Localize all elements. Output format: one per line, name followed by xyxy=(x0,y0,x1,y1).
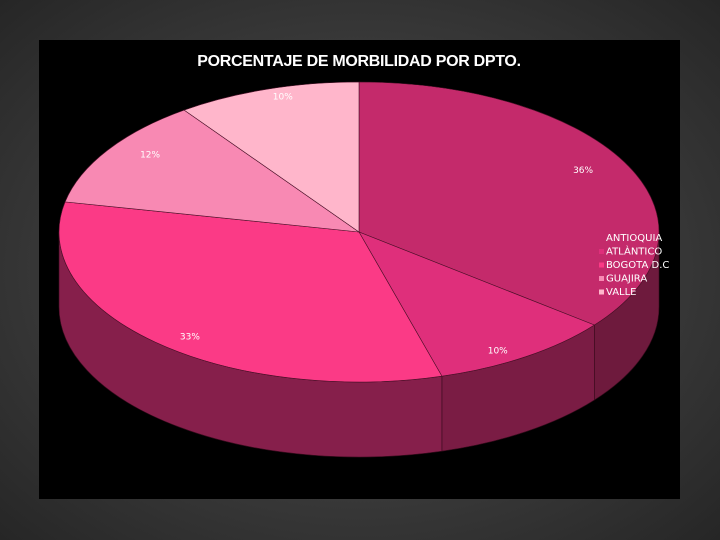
chart-title: PORCENTAJE DE MORBILIDAD POR DPTO. xyxy=(197,53,520,70)
legend-swatch-1 xyxy=(599,249,604,254)
data-label-2: 33% xyxy=(180,333,200,343)
pie-slice-1 xyxy=(358,231,596,377)
pie-slice-0 xyxy=(358,81,660,326)
data-label-4: 10% xyxy=(273,92,293,102)
pie-slice-3 xyxy=(64,109,361,233)
pie-slice-4 xyxy=(183,81,360,233)
data-label-1: 10% xyxy=(488,346,508,356)
data-label-0: 36% xyxy=(573,166,593,176)
legend-swatch-4 xyxy=(599,289,604,295)
chart-area: 36% 10% 33% 12% 10% ANTIOQUIA ATLÀNTICO BOGOTA… xyxy=(39,40,680,499)
data-label-3: 12% xyxy=(140,150,160,160)
legend-swatch-2 xyxy=(599,262,604,268)
legend-item-2: BOGOTA D.C xyxy=(606,260,669,271)
legend-item-4: VALLE xyxy=(606,287,637,298)
legend-swatch-0 xyxy=(599,235,604,241)
legend-item-3: GUAJIRA xyxy=(606,274,647,285)
pie-slice-2 xyxy=(58,201,443,383)
legend-item-0: ANTIOQUIA xyxy=(606,233,662,244)
legend-item-1: ATLÀNTICO xyxy=(606,245,662,258)
legend-swatch-3 xyxy=(599,276,604,281)
